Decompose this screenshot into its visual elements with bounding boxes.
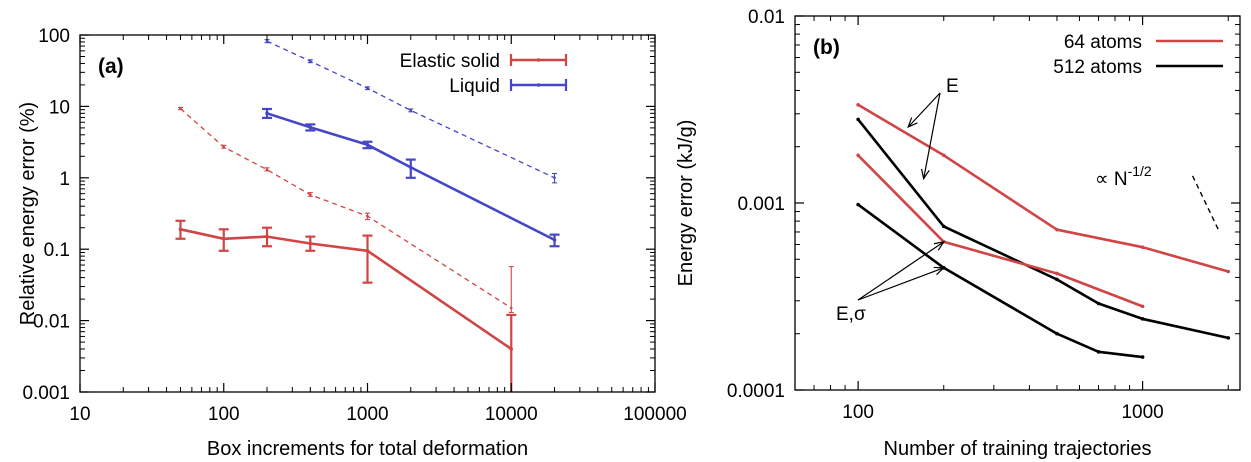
panel-b-x-axis-label: Number of training trajectories (884, 438, 1152, 460)
panel-b-label: (b) (813, 36, 840, 59)
y-tick-label: 1 (59, 169, 70, 190)
panel-a-marks (175, 39, 560, 392)
annotation-arrow (857, 241, 945, 301)
x-tick-label: 1000 (346, 404, 388, 425)
annotation-arrowhead (907, 117, 918, 129)
y-tick-label: 0.0001 (727, 381, 785, 402)
y-tick-label: 0.01 (33, 312, 70, 333)
series-line-2 (857, 154, 1144, 308)
panel-b-annotations: E E,σ ∝ N-1/2 (836, 76, 1219, 325)
panel-b-legend: 64 atoms 512 atoms (1053, 32, 1223, 78)
annotation-arrowhead (933, 266, 946, 276)
panel-b-marks (856, 103, 1231, 359)
series-line-2 (180, 108, 512, 309)
panel-a: 10 100 1000 10000 100000 0.001 0.01 0.1 1 10 100 B… (17, 26, 687, 460)
annotation-arrow (907, 92, 941, 128)
x-tick-label: 100000 (623, 404, 686, 425)
panel-a-ticks: 10 100 1000 10000 100000 0.001 0.01 0.1 1 10 100 (22, 26, 686, 425)
annotation-arrowhead (920, 168, 930, 181)
data-point (1140, 317, 1145, 321)
panel-b-y-axis-label: Energy error (kJ/g) (675, 120, 697, 287)
x-tick-label: 100 (842, 402, 874, 423)
y-tick-label: 0.1 (44, 240, 70, 261)
series-line-3 (857, 203, 1143, 359)
data-point (1140, 355, 1145, 359)
scaling-guide-line (1191, 175, 1219, 230)
y-tick-label: 0.001 (22, 383, 70, 404)
data-point (856, 202, 860, 207)
x-tick-label: 1000 (1121, 402, 1163, 423)
y-tick-label: 10 (49, 97, 70, 118)
y-tick-label: 100 (38, 26, 70, 47)
legend-label: 512 atoms (1053, 57, 1142, 78)
legend-swatch-point (536, 58, 541, 62)
annotation-arrow (923, 92, 941, 179)
x-tick-label: 10000 (485, 404, 538, 425)
data-point (856, 153, 860, 158)
y-tick-label: 0.001 (737, 194, 785, 215)
legend-label: Elastic solid (400, 51, 500, 72)
data-point (1055, 277, 1059, 282)
series-line-0 (180, 228, 513, 351)
panel-a-x-axis-label: Box increments for total deformation (207, 438, 528, 460)
panel-b: 100 1000 0.0001 0.001 0.01 Number of trainin… (675, 7, 1241, 460)
x-tick-label: 100 (208, 404, 240, 425)
data-point (856, 103, 860, 107)
data-point (941, 224, 946, 229)
data-point (1096, 350, 1101, 354)
data-point (941, 153, 946, 158)
panel-a-y-axis-label: Relative energy error (%) (17, 102, 39, 325)
annotation-E-sigma: E,σ (836, 304, 866, 325)
annotation-arrow (857, 267, 944, 301)
data-point (1055, 271, 1059, 276)
data-point (1226, 336, 1231, 340)
annotation-arrowhead (933, 240, 946, 251)
annotation-scaling-base: ∝ N (1095, 169, 1128, 190)
panel-b-ticks: 100 1000 0.0001 0.001 0.01 (727, 7, 1240, 423)
panel-a-legend: Elastic solid Liquid (400, 51, 568, 97)
x-tick-label: 10 (69, 404, 90, 425)
panel-a-label: (a) (98, 55, 124, 78)
data-point (1226, 269, 1231, 274)
data-point (1055, 331, 1059, 336)
legend-label: Liquid (449, 76, 500, 97)
data-point (1096, 301, 1101, 306)
legend-label: 64 atoms (1064, 32, 1142, 53)
data-point (856, 117, 860, 122)
annotation-scaling-exponent: -1/2 (1128, 163, 1152, 179)
annotation-E: E (946, 76, 959, 97)
data-point (1140, 245, 1145, 250)
data-point (1055, 227, 1059, 232)
y-tick-label: 0.01 (748, 7, 785, 28)
series-line-1 (857, 118, 1229, 340)
legend-swatch-point (536, 83, 541, 87)
data-point (1140, 304, 1145, 309)
annotation-scaling: ∝ N-1/2 (1095, 163, 1152, 190)
